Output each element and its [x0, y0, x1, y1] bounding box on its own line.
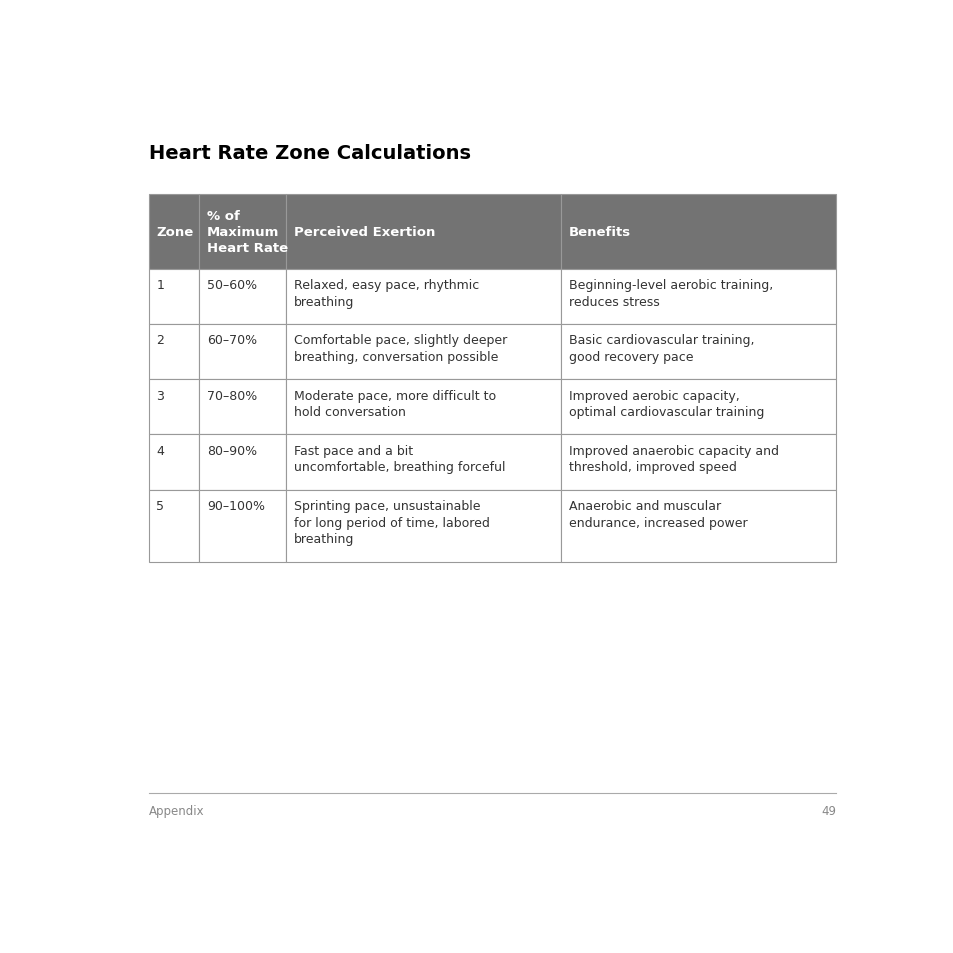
Bar: [560, 379, 836, 435]
Text: Moderate pace, more difficult to
hold conversation: Moderate pace, more difficult to hold co…: [294, 389, 496, 418]
Bar: [560, 270, 836, 325]
Text: Fast pace and a bit
uncomfortable, breathing forceful: Fast pace and a bit uncomfortable, breat…: [294, 444, 505, 474]
Bar: [149, 325, 199, 379]
Text: Heart Rate Zone Calculations: Heart Rate Zone Calculations: [149, 144, 471, 163]
Text: 60–70%: 60–70%: [207, 335, 256, 347]
Text: Relaxed, easy pace, rhythmic
breathing: Relaxed, easy pace, rhythmic breathing: [294, 279, 478, 309]
Text: Basic cardiovascular training,
good recovery pace: Basic cardiovascular training, good reco…: [568, 335, 754, 364]
Bar: [286, 195, 560, 270]
Text: Anaerobic and muscular
endurance, increased power: Anaerobic and muscular endurance, increa…: [568, 499, 746, 529]
Bar: [199, 195, 286, 270]
Text: Beginning-level aerobic training,
reduces stress: Beginning-level aerobic training, reduce…: [568, 279, 772, 309]
Text: Comfortable pace, slightly deeper
breathing, conversation possible: Comfortable pace, slightly deeper breath…: [294, 335, 506, 364]
Bar: [286, 490, 560, 562]
Bar: [149, 490, 199, 562]
Bar: [560, 195, 836, 270]
Bar: [560, 325, 836, 379]
Text: Sprinting pace, unsustainable
for long period of time, labored
breathing: Sprinting pace, unsustainable for long p…: [294, 499, 489, 545]
Text: 49: 49: [821, 804, 836, 817]
Text: Zone: Zone: [156, 226, 193, 239]
Text: Improved aerobic capacity,
optimal cardiovascular training: Improved aerobic capacity, optimal cardi…: [568, 389, 763, 418]
Bar: [149, 270, 199, 325]
Bar: [199, 435, 286, 490]
Bar: [199, 325, 286, 379]
Text: 90–100%: 90–100%: [207, 499, 265, 513]
Text: % of
Maximum
Heart Rate: % of Maximum Heart Rate: [207, 210, 288, 254]
Bar: [286, 270, 560, 325]
Text: 2: 2: [156, 335, 164, 347]
Text: 5: 5: [156, 499, 164, 513]
Bar: [286, 435, 560, 490]
Bar: [149, 379, 199, 435]
Bar: [560, 435, 836, 490]
Text: Perceived Exertion: Perceived Exertion: [294, 226, 435, 239]
Bar: [286, 379, 560, 435]
Bar: [199, 490, 286, 562]
Text: 1: 1: [156, 279, 164, 292]
Bar: [286, 325, 560, 379]
Text: Improved anaerobic capacity and
threshold, improved speed: Improved anaerobic capacity and threshol…: [568, 444, 778, 474]
Bar: [149, 195, 199, 270]
Text: Benefits: Benefits: [568, 226, 630, 239]
Bar: [149, 435, 199, 490]
Text: Appendix: Appendix: [149, 804, 204, 817]
Text: 80–90%: 80–90%: [207, 444, 256, 457]
Text: 3: 3: [156, 389, 164, 402]
Text: 70–80%: 70–80%: [207, 389, 257, 402]
Bar: [560, 490, 836, 562]
Bar: [199, 270, 286, 325]
Text: 4: 4: [156, 444, 164, 457]
Text: 50–60%: 50–60%: [207, 279, 256, 292]
Bar: [199, 379, 286, 435]
